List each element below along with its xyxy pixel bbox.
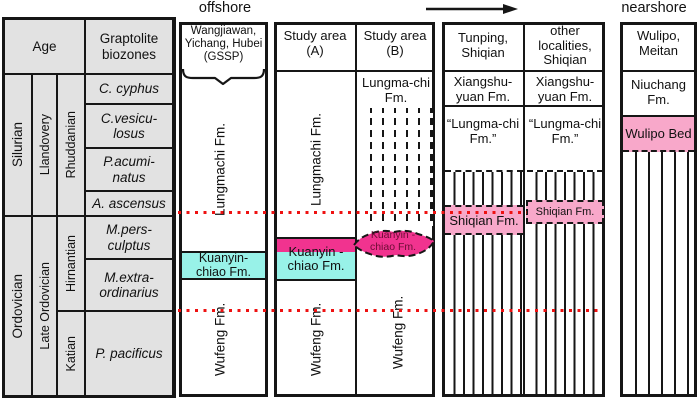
wulipo-hiatus-hatch: [624, 152, 693, 395]
wulipo-niuchang-label: Niuchang Fm.: [631, 77, 686, 107]
study-a-kuanyinchiao-label: Kuanyin -chiao Fm.: [287, 244, 345, 273]
late-ordovician-label: Late Ordovician: [37, 262, 52, 350]
study-a-header: Study area (A): [283, 28, 347, 58]
other-lungmachi-quoted-label: “Lungma-chi Fm.”: [528, 116, 602, 146]
age-header-label: Age: [32, 38, 57, 54]
study-b-wufeng-label: Wufeng Fm.: [390, 295, 406, 369]
offshore-label: offshore: [198, 0, 252, 16]
biozone-pacificus-cell: P. pacificus: [84, 310, 174, 397]
study-b-header: Study area (B): [363, 28, 427, 58]
biozone-label: P.acumi-natus: [103, 154, 155, 185]
tunping-shiqian-label: Shiqian Fm.: [449, 212, 519, 228]
other-hiatus-hatch-upper: [528, 172, 602, 200]
stage-katian-cell: Katian: [56, 310, 86, 397]
wangjiawan-lungmachi-label: Lungmachi Fm.: [212, 122, 228, 217]
biozone-ascensus-cell: A. ascensus: [84, 190, 174, 217]
hirnantian-label: Hirnantian: [64, 235, 78, 292]
biozone-extraordinarius-cell: M.extra-ordinarius: [84, 258, 174, 312]
biozone-acuminatus-cell: P.acumi-natus: [84, 147, 174, 192]
biozone-label: C. cyphus: [98, 81, 160, 97]
biozone-label: P. pacificus: [95, 345, 163, 361]
gssp-brace-icon: [182, 68, 265, 86]
wulipo-header: Wulipo, Meitan: [636, 28, 681, 58]
study-divider: [355, 22, 357, 397]
period-silurian-cell: Silurian: [3, 73, 33, 217]
tunping-header: Tunping, Shiqian: [457, 30, 509, 60]
katian-hirnantian-boundary-line: [178, 309, 603, 312]
stage-rhuddanian-cell: Rhuddanian: [56, 73, 86, 217]
offshore-to-nearshore-arrow-icon: [426, 4, 518, 14]
biozone-header-label: Graptolite biozones: [99, 31, 159, 62]
biozone-persculptus-cell: M.pers-culptus: [84, 215, 174, 260]
other-xiangshuyuan-label: Xiangshu-yuan Fm.: [535, 74, 595, 104]
tunping-shiqian-band: Shiqian Fm.: [445, 205, 523, 235]
rhuddanian-label: Rhuddanian: [64, 111, 78, 179]
shiqian-header-border: [442, 70, 605, 72]
study-b-lungmachi-label: Lungma-chi Fm.: [362, 75, 430, 105]
wulipo-bed-band: Wulipo Bed: [623, 117, 694, 152]
wangjiawan-wufeng-label: Wufeng Fm.: [212, 302, 228, 376]
study-a-wufeng-label: Wufeng Fm.: [308, 302, 324, 376]
biozone-label: M.extra-ordinarius: [99, 269, 159, 300]
biozone-label: M.pers-culptus: [106, 222, 152, 253]
biozone-cyphus-cell: C. cyphus: [84, 73, 174, 105]
biozone-header-cell: Graptolite biozones: [84, 18, 174, 75]
silurian-label: Silurian: [10, 122, 26, 168]
wulipo-bed-label: Wulipo Bed: [625, 126, 692, 141]
stage-hirnantian-cell: Hirnantian: [56, 215, 86, 312]
biozone-label: C.vesicu-losus: [100, 110, 158, 141]
ordovician-label: Ordovician: [10, 273, 26, 339]
series-late-ordovician-cell: Late Ordovician: [31, 215, 58, 397]
ordovician-silurian-boundary-line: [178, 211, 527, 214]
series-llandovery-cell: Llandovery: [31, 73, 58, 217]
shiqian-divider: [523, 22, 525, 397]
biozone-vesiculosus-cell: C.vesicu-losus: [84, 103, 174, 149]
katian-label: Katian: [64, 335, 78, 372]
nearshore-label: nearshore: [621, 0, 687, 16]
tunping-xiangshuyuan-label: Xiangshu-yuan Fm.: [453, 74, 513, 104]
other-shiqian-label: Shiqian Fm.: [535, 206, 595, 218]
biozone-label: A. ascensus: [92, 195, 166, 211]
wangjiawan-kuanyinchiao-label: Kuanyin-chiao Fm.: [196, 251, 251, 279]
tunping-lungmachi-quoted-label: “Lungma-chi Fm.”: [446, 116, 520, 146]
tunping-hiatus-hatch-upper: [446, 172, 522, 205]
study-b-kuanyinchiao-label: Kuanyin -chiao Fm.: [369, 229, 417, 254]
other-shiqian-band: Shiqian Fm.: [526, 200, 604, 224]
period-ordovician-cell: Ordovician: [3, 215, 33, 397]
study-b-uncertain-interval-hatch: [360, 108, 433, 226]
tunping-hiatus-hatch-lower: [446, 235, 522, 395]
xiangshuyuan-base-border: [442, 105, 605, 107]
age-header-cell: Age: [3, 18, 86, 75]
wangjiawan-header: Wangjiawan, Yichang, Hubei (GSSP): [184, 25, 263, 63]
wangjiawan-kuanyinchiao-band: Kuanyin-chiao Fm.: [182, 251, 265, 280]
study-header-border: [274, 70, 435, 72]
llandovery-label: Llandovery: [37, 114, 52, 176]
study-a-kuanyinchiao-band: Kuanyin -chiao Fm.: [277, 237, 355, 281]
wulipo-header-border: [620, 70, 697, 72]
other-localities-header: other localities, Shiqian: [538, 23, 592, 68]
